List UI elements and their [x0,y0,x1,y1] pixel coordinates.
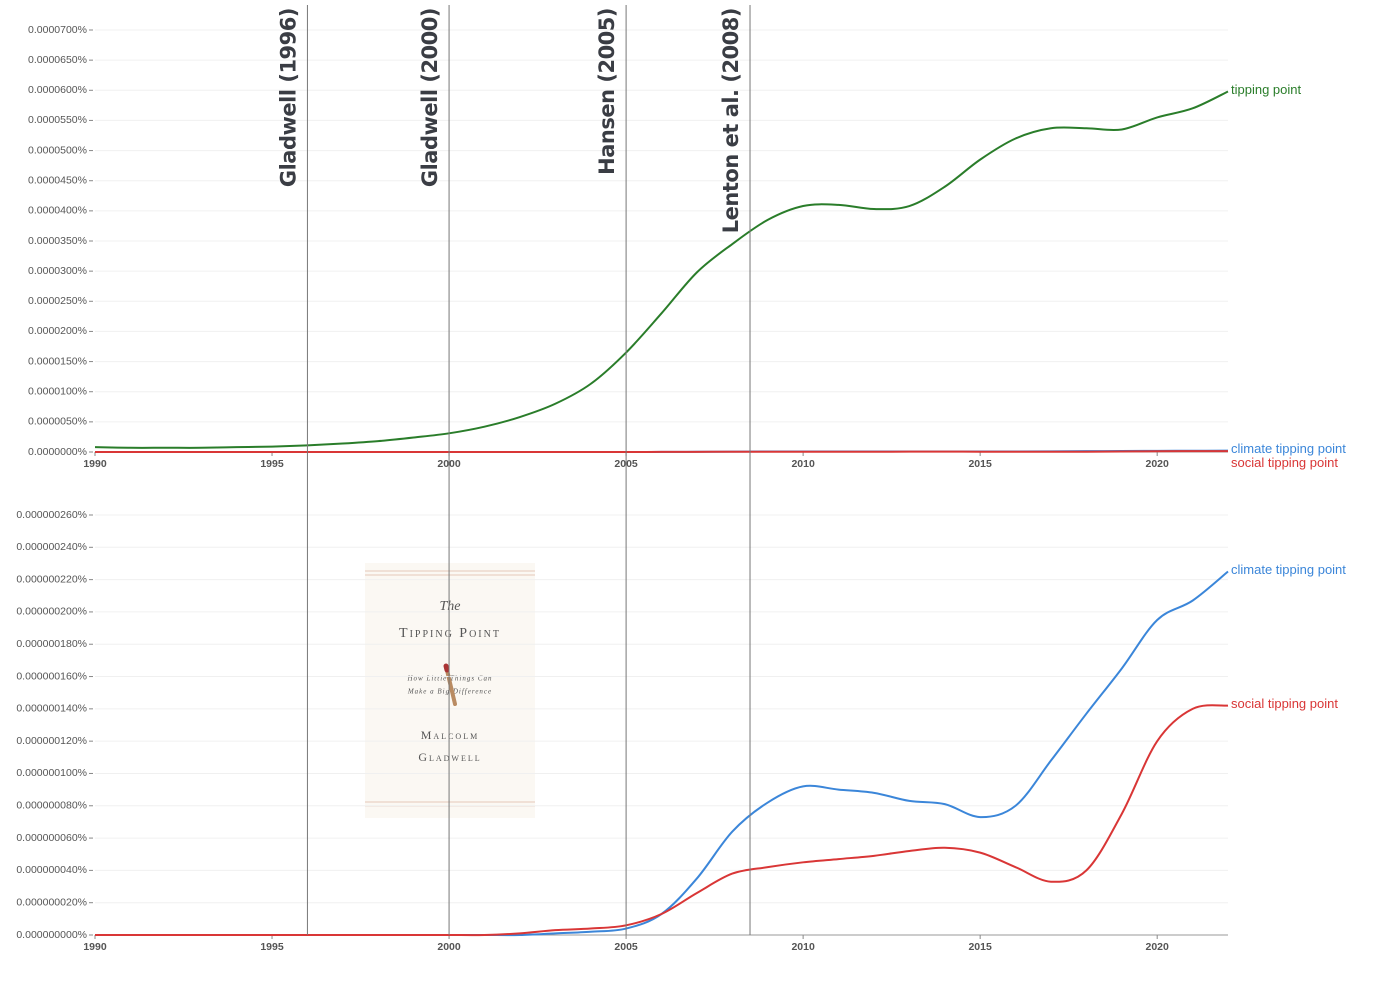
annotation-label: Gladwell (1996) [276,8,300,187]
x-tick-label: 1990 [83,941,107,953]
y-tick-label: 0.0000600% [28,84,87,96]
y-tick-label: 0.0000700% [28,24,87,36]
annotation-label: Gladwell (2000) [418,8,442,187]
y-tick-label: 0.0000150% [28,355,87,367]
x-tick-label: 1995 [260,941,284,953]
series-label: social tipping point [1231,455,1338,470]
x-tick-label: 2010 [791,458,815,470]
x-tick-label: 2010 [791,941,815,953]
x-tick-label: 1995 [260,458,284,470]
y-tick-label: 0.0000450% [28,174,87,186]
series-line [95,570,1229,937]
y-tick-label: 0.000000220% [16,573,87,585]
y-tick-label: 0.000000080% [16,800,87,812]
y-tick-label: 0.0000500% [28,144,87,156]
y-tick-label: 0.0000100% [28,385,87,397]
y-tick-label: 0.000000000% [16,929,87,941]
series-label: tipping point [1231,82,1301,97]
y-tick-label: 0.0000400% [28,205,87,217]
y-tick-label: 0.0000650% [28,54,87,66]
y-tick-label: 0.0000300% [28,265,87,277]
y-tick-label: 0.0000050% [28,416,87,428]
y-tick-label: 0.000000100% [16,767,87,779]
x-tick-label: 2000 [437,941,461,953]
y-tick-label: 0.000000240% [16,541,87,553]
series-line [95,450,1229,454]
y-tick-label: 0.0000200% [28,325,87,337]
x-tick-label: 2005 [614,941,638,953]
cover-title: The [440,599,461,614]
y-tick-label: 0.0000550% [28,114,87,126]
cover-match-head [443,663,450,673]
y-tick-label: 0.000000180% [16,638,87,650]
y-tick-label: 0.0000000% [28,446,87,458]
series-label: climate tipping point [1231,441,1346,456]
x-tick-label: 2020 [1146,941,1170,953]
y-tick-label: 0.000000020% [16,896,87,908]
x-tick-label: 1990 [83,458,107,470]
cover-title: Tipping Point [399,626,501,641]
cover-author: Gladwell [418,750,481,764]
series-label: climate tipping point [1231,562,1346,577]
book-cover: The Tipping Point How Little Things Can … [365,563,535,818]
y-tick-label: 0.000000160% [16,670,87,682]
series-label: social tipping point [1231,696,1338,711]
y-tick-label: 0.000000120% [16,735,87,747]
y-tick-label: 0.000000060% [16,832,87,844]
series-line [94,90,1229,449]
annotation-label: Hansen (2005) [595,8,619,175]
x-tick-label: 2020 [1146,458,1170,470]
annotation-label: Lenton et al. (2008) [719,8,743,233]
series-line [95,704,1229,937]
x-tick-label: 2015 [968,458,992,470]
y-tick-label: 0.000000260% [16,509,87,521]
y-tick-label: 0.000000140% [16,703,87,715]
y-tick-label: 0.000000040% [16,864,87,876]
y-tick-label: 0.0000350% [28,235,87,247]
cover-author: Malcolm [421,728,479,742]
y-tick-label: 0.0000250% [28,295,87,307]
x-tick-label: 2015 [968,941,992,953]
y-tick-label: 0.000000200% [16,606,87,618]
